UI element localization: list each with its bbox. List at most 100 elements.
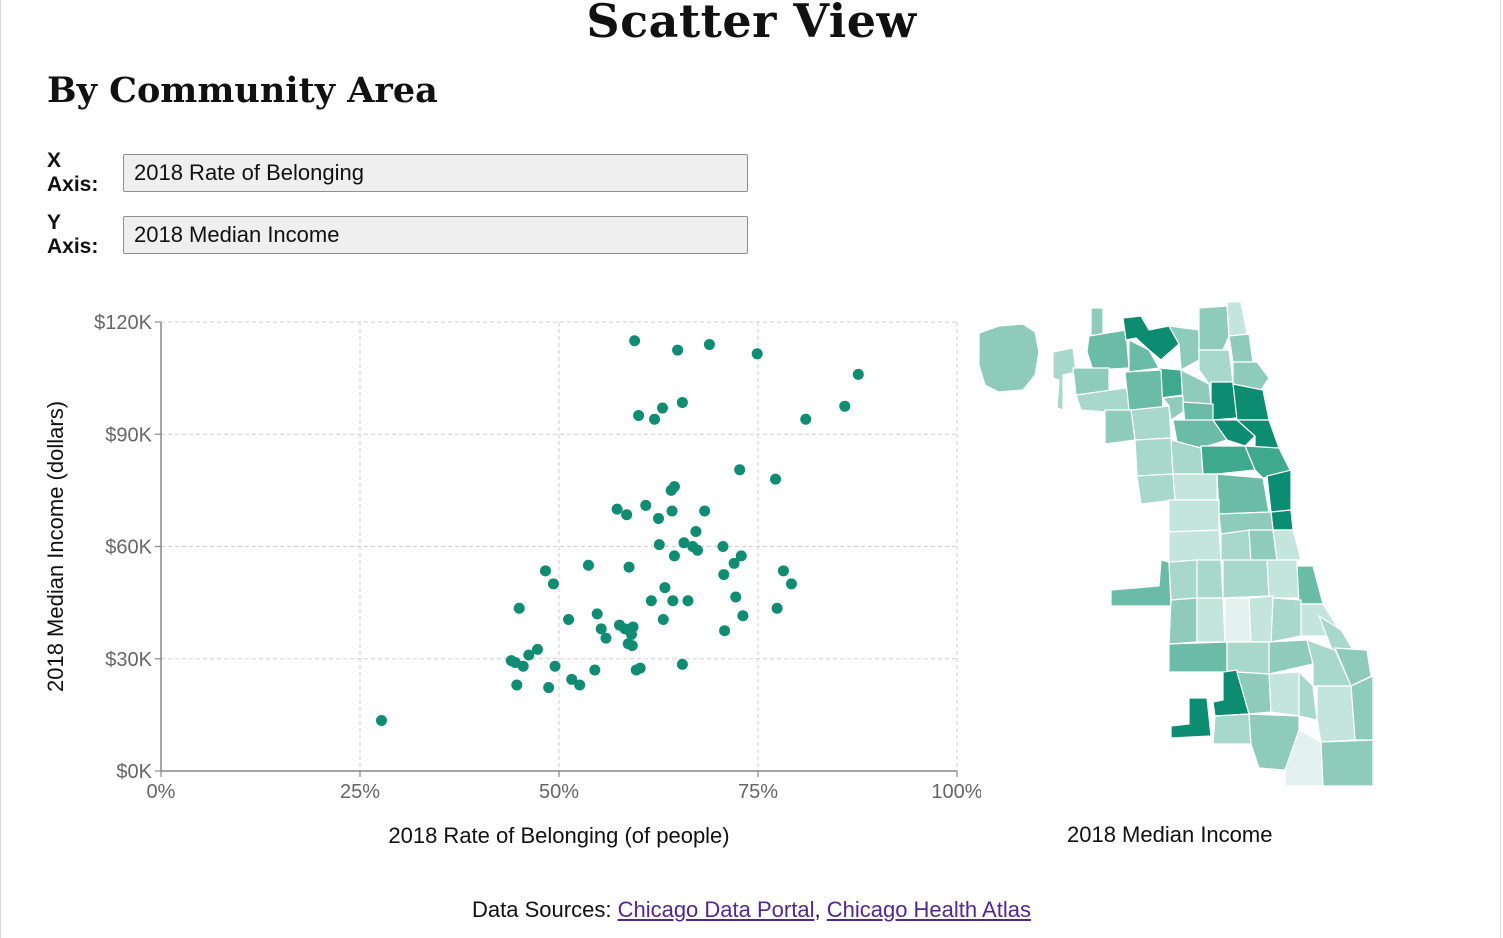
map-region[interactable] [1052,347,1077,411]
data-point[interactable] [692,544,704,556]
map-region[interactable] [1226,301,1248,337]
map-region[interactable] [1167,325,1200,371]
map-region[interactable] [1122,315,1180,361]
data-point[interactable] [591,608,603,620]
data-point[interactable] [719,625,731,637]
source-link-chicago-data-portal[interactable]: Chicago Data Portal [617,897,815,922]
data-point[interactable] [375,714,387,726]
map-region[interactable] [1170,697,1212,739]
map-region[interactable] [1110,559,1172,607]
data-point[interactable] [621,509,633,521]
data-point[interactable] [645,595,657,607]
data-point[interactable] [653,539,665,551]
map-region[interactable] [1320,739,1374,787]
map-region[interactable] [1224,597,1252,643]
data-point[interactable] [633,410,645,422]
data-point[interactable] [511,679,523,691]
data-point[interactable] [547,578,559,590]
data-point[interactable] [672,344,684,356]
map-region[interactable] [1168,529,1222,563]
data-point[interactable] [718,569,730,581]
map-region[interactable] [1228,333,1254,363]
map-region[interactable] [1296,565,1324,605]
data-point[interactable] [839,400,851,412]
data-point[interactable] [517,660,529,672]
data-point[interactable] [667,595,679,607]
map-region[interactable] [1272,529,1302,561]
data-point[interactable] [728,557,740,569]
data-point[interactable] [611,503,623,515]
map-region[interactable] [1232,383,1270,421]
data-point[interactable] [771,602,783,614]
data-point[interactable] [699,505,711,517]
map-region[interactable] [1196,559,1224,599]
data-point[interactable] [532,643,544,655]
map-region[interactable] [1270,597,1302,643]
map-region[interactable] [1124,369,1164,411]
map-region[interactable] [1130,405,1172,441]
data-point[interactable] [582,559,594,571]
map-region[interactable] [1168,559,1198,601]
data-point[interactable] [770,473,782,485]
map-region[interactable] [1316,685,1356,743]
data-point[interactable] [730,591,742,603]
map-region[interactable] [1172,473,1218,501]
data-point[interactable] [627,621,639,633]
data-point[interactable] [737,610,749,622]
map-region[interactable] [1268,671,1300,717]
data-point[interactable] [629,335,641,347]
map-region[interactable] [1220,529,1252,563]
data-point[interactable] [640,499,652,511]
data-point[interactable] [543,682,555,694]
data-point[interactable] [626,640,638,652]
data-point[interactable] [659,582,671,594]
data-point[interactable] [563,613,575,625]
data-point[interactable] [676,658,688,670]
map-region[interactable] [1086,329,1130,371]
map-region[interactable] [1198,349,1234,385]
data-point[interactable] [600,632,612,644]
x-axis-select[interactable]: 2018 Rate of Belonging [123,154,748,192]
data-point[interactable] [574,679,586,691]
data-point[interactable] [690,526,702,538]
data-point[interactable] [703,338,715,350]
map-region[interactable] [1104,409,1136,445]
map-region[interactable] [1270,509,1294,531]
data-point[interactable] [668,481,680,493]
data-point[interactable] [676,396,688,408]
map-region[interactable] [1248,595,1274,643]
data-point[interactable] [513,602,525,614]
data-point[interactable] [751,348,763,360]
data-point[interactable] [589,664,601,676]
data-point[interactable] [657,613,669,625]
data-point[interactable] [785,578,797,590]
data-point[interactable] [566,673,578,685]
data-point[interactable] [852,368,864,380]
map-region[interactable] [1161,395,1184,422]
map-region[interactable] [1226,641,1270,675]
data-point[interactable] [735,550,747,562]
data-point[interactable] [678,537,690,549]
data-point[interactable] [656,402,668,414]
data-point[interactable] [649,413,661,425]
map-region[interactable] [1222,559,1270,599]
source-link-chicago-health-atlas[interactable]: Chicago Health Atlas [826,897,1031,922]
data-point[interactable] [734,464,746,476]
map-region[interactable] [1168,499,1220,533]
map-region[interactable] [1284,729,1324,787]
map-region[interactable] [1172,419,1228,449]
data-point[interactable] [800,413,812,425]
map-region[interactable] [1212,713,1252,745]
data-point[interactable] [549,660,561,672]
map-region[interactable] [1268,639,1314,675]
map-region[interactable] [1248,529,1278,563]
map-region[interactable] [1266,469,1292,513]
map-region[interactable] [1232,361,1270,391]
map-region[interactable] [1196,597,1226,643]
map-region[interactable] [1198,305,1230,351]
map-region[interactable] [1134,437,1174,477]
data-point[interactable] [666,505,678,517]
data-point[interactable] [777,565,789,577]
map-region[interactable] [1266,559,1300,599]
map-region[interactable] [1200,445,1256,475]
